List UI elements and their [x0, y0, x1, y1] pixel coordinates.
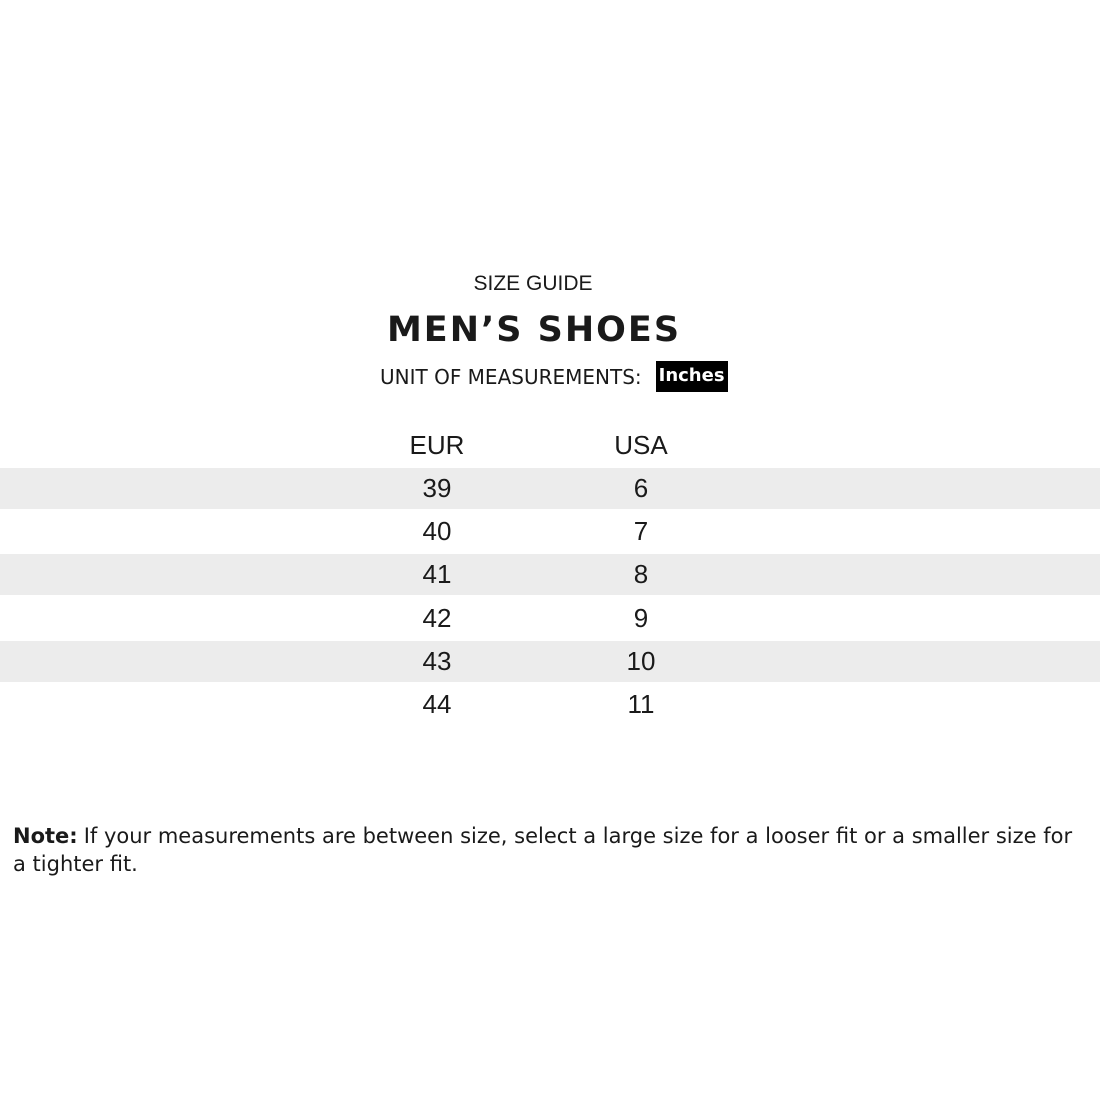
table-row: 43 10: [0, 640, 1100, 682]
table-cell: 8: [633, 559, 649, 590]
table-row: 42 9: [0, 598, 1100, 639]
unit-label: UNIT OF MEASUREMENTS:: [380, 364, 642, 389]
unit-badge: Inches: [655, 361, 728, 392]
table-row: 44 11: [0, 684, 1100, 725]
table-row: 39 6: [0, 468, 1100, 509]
table-cell: 43: [422, 645, 452, 676]
column-header: EUR: [409, 430, 465, 460]
note-text: If your measurements are between size, s…: [13, 824, 1073, 876]
note: Note: If your measurements are between si…: [13, 822, 1088, 878]
table-cell: 44: [422, 689, 452, 719]
table-cell: 6: [633, 473, 649, 503]
table-cell: 9: [633, 602, 649, 633]
table-row: 41 8: [0, 554, 1100, 596]
table-row: 40 7: [0, 511, 1100, 552]
header-row: EUR USA: [0, 425, 1100, 466]
table-cell: 10: [626, 645, 656, 676]
unit-line: UNIT OF MEASUREMENTS: Inches: [380, 360, 728, 393]
note-label: Note:: [13, 824, 78, 848]
table-cell: 41: [422, 559, 452, 590]
table-cell: 40: [422, 516, 452, 547]
title: MEN’S SHOES: [386, 310, 682, 350]
table-cell: 42: [422, 602, 452, 633]
column-header: USA: [614, 430, 668, 460]
table-cell: 39: [422, 473, 452, 503]
table-cell: 11: [627, 689, 655, 719]
kicker: SIZE GUIDE: [473, 272, 593, 295]
table-cell: 7: [633, 516, 649, 547]
